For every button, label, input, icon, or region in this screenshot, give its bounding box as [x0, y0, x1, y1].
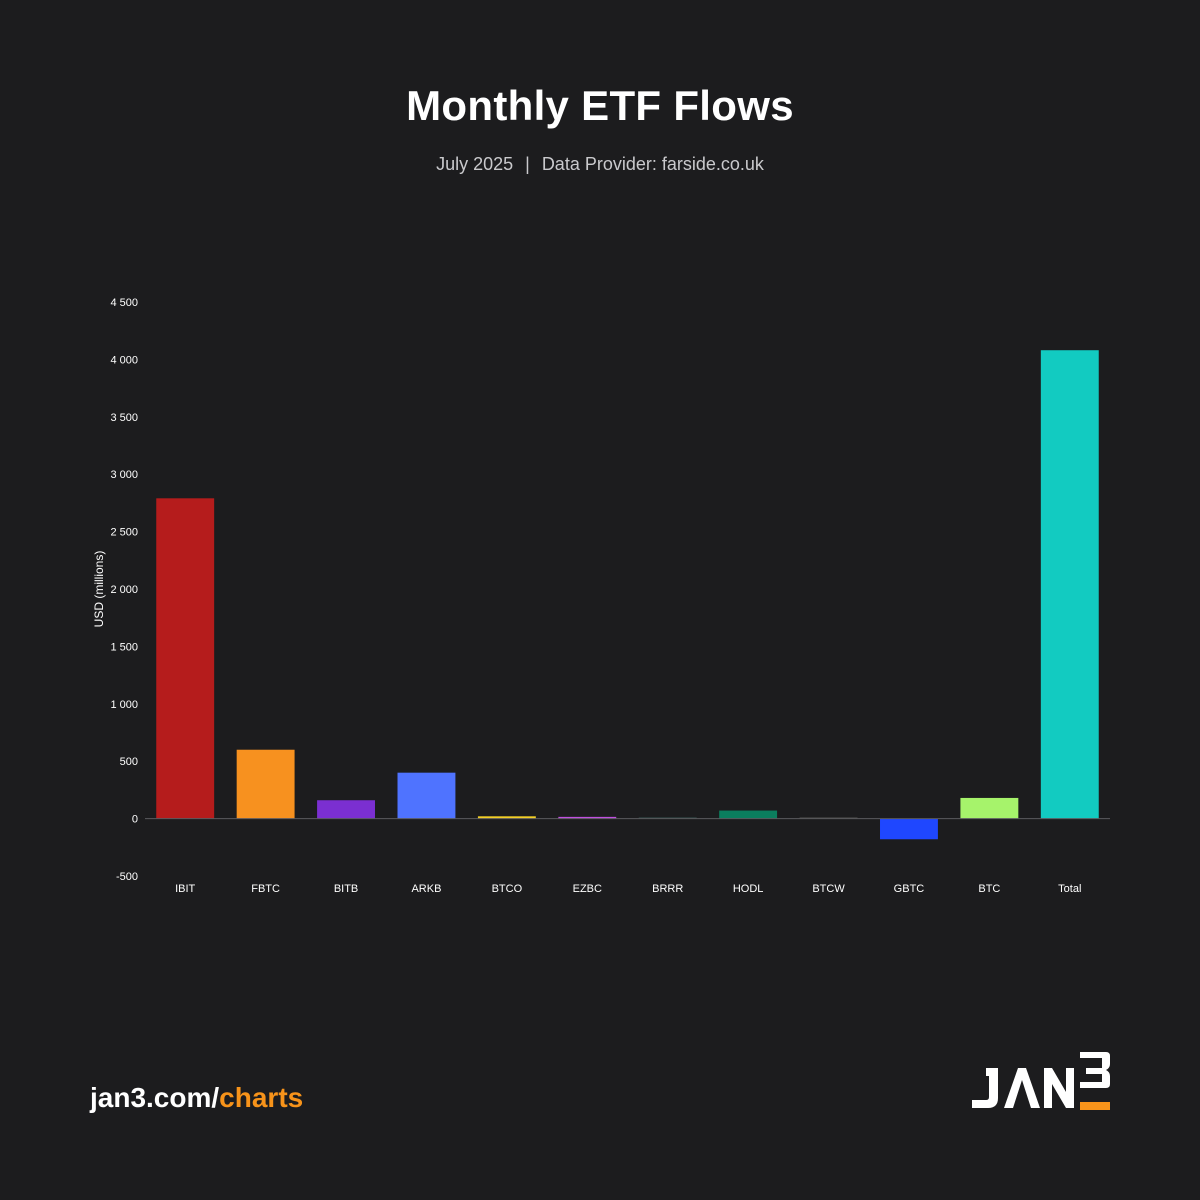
subtitle-separator: |: [525, 154, 530, 174]
y-tick-label: 3 500: [110, 412, 138, 424]
bar-brrr[interactable]: [638, 817, 697, 819]
y-tick-label: 1 000: [110, 699, 138, 711]
y-axis-label: USD (millions): [92, 551, 106, 628]
footer-url-suffix: charts: [219, 1082, 304, 1113]
x-tick-label: BTC: [978, 883, 1000, 895]
x-axis-ticks: IBIT FBTC BITB ARKB BTCO EZBC BRRR HODL BTCW GBTC…: [175, 883, 1081, 895]
y-tick-label: -500: [116, 871, 138, 883]
y-tick-label: 4 500: [110, 297, 138, 309]
bar-btc[interactable]: [960, 797, 1019, 819]
bar-fbtc[interactable]: [236, 749, 295, 819]
bars: [156, 350, 1099, 840]
bar-ibit[interactable]: [156, 498, 215, 819]
y-tick-label: 2 500: [110, 527, 138, 539]
chart-subtitle: July 2025 | Data Provider: farside.co.uk: [0, 154, 1200, 175]
jan3-logo: [972, 1052, 1110, 1110]
x-tick-label: ARKB: [411, 883, 441, 895]
footer-url[interactable]: jan3.com/charts: [90, 1082, 303, 1114]
y-tick-label: 4 000: [110, 354, 138, 366]
x-tick-label: BTCW: [812, 883, 845, 895]
bar-arkb[interactable]: [397, 772, 456, 819]
x-tick-label: IBIT: [175, 883, 195, 895]
bar-bitb[interactable]: [317, 800, 375, 819]
footer-url-prefix: jan3.com/: [90, 1082, 220, 1113]
bar-gbtc[interactable]: [880, 818, 938, 840]
bar-ezbc[interactable]: [558, 816, 617, 819]
bar-chart: -500 0 500 1 000 1 500 2 000 2 500 3 000 3 500 4 …: [92, 297, 1110, 895]
x-tick-label: BTCO: [492, 883, 523, 895]
x-tick-label: BRRR: [652, 883, 683, 895]
y-axis-ticks: -500 0 500 1 000 1 500 2 000 2 500 3 000 3 500 4 …: [110, 297, 138, 883]
bar-btco[interactable]: [477, 816, 536, 819]
bar-total[interactable]: [1040, 350, 1099, 819]
subtitle-provider: Data Provider: farside.co.uk: [541, 154, 764, 174]
y-tick-label: 3 000: [110, 469, 138, 481]
x-tick-label: Total: [1058, 883, 1081, 895]
y-tick-label: 1 500: [110, 641, 138, 653]
x-tick-label: FBTC: [251, 883, 280, 895]
y-tick-label: 2 000: [110, 584, 138, 596]
x-tick-label: BITB: [334, 883, 358, 895]
bar-btcw[interactable]: [799, 817, 858, 819]
x-tick-label: HODL: [733, 883, 764, 895]
x-tick-label: EZBC: [573, 883, 602, 895]
chart-title: Monthly ETF Flows: [406, 82, 794, 129]
bar-hodl[interactable]: [719, 810, 778, 819]
y-tick-label: 500: [120, 756, 138, 768]
subtitle-period: July 2025: [436, 154, 514, 174]
x-tick-label: GBTC: [894, 883, 925, 895]
y-tick-label: 0: [132, 814, 138, 826]
